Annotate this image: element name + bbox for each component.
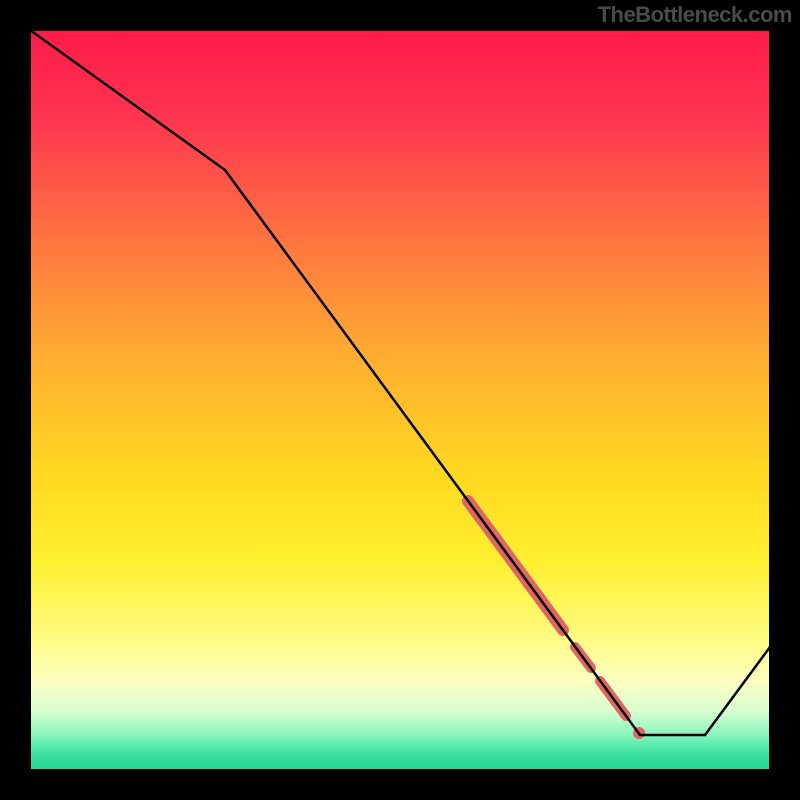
- chart-svg: [0, 0, 800, 800]
- chart-background: [30, 30, 770, 770]
- watermark-text: TheBottleneck.com: [598, 2, 792, 28]
